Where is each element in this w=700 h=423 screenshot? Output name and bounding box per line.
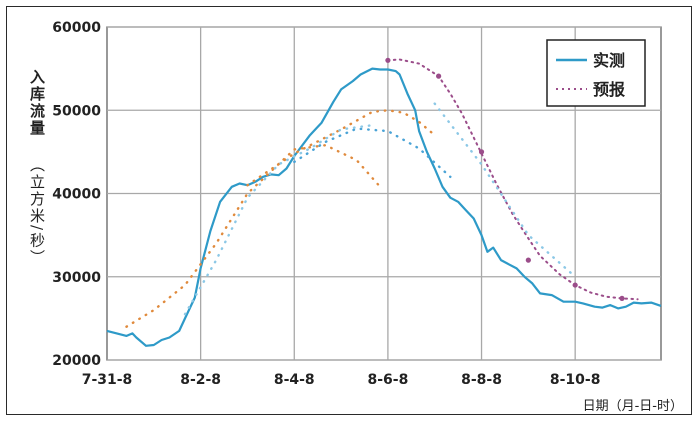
- forecast-point: [436, 73, 442, 79]
- x-tick-label: 7-31-8: [82, 372, 133, 388]
- x-tick-label: 8-10-8: [550, 372, 601, 388]
- x-tick-label: 8-6-8: [367, 372, 408, 388]
- x-axis-title: 日期（月-日-时）: [583, 399, 683, 414]
- y-tick-label: 50000: [52, 103, 101, 119]
- y-tick-label: 20000: [52, 353, 101, 369]
- forecast-point: [572, 282, 578, 288]
- grid: [106, 26, 662, 361]
- observed-line: [106, 67, 662, 347]
- forecast-trace-4: [293, 127, 452, 179]
- series-layer: [106, 57, 662, 347]
- legend-observed-label: 实测: [593, 51, 625, 70]
- x-tick-label: 8-2-8: [180, 372, 221, 388]
- forecast-trace-2: [125, 143, 382, 328]
- forecast-point: [525, 257, 531, 263]
- legend-forecast-label: 预报: [593, 80, 625, 99]
- y-tick-label: 40000: [52, 187, 101, 203]
- y-tick-label: 60000: [52, 20, 101, 36]
- y-tick-label: 30000: [52, 270, 101, 286]
- axes: 20000 30000 40000 50000 60000 7-31-8 8-2-8 8-4-…: [52, 20, 600, 388]
- flow-chart: 20000 30000 40000 50000 60000 7-31-8 8-2-8 8-4-…: [28, 20, 683, 414]
- y-axis-title: 入库流量 （立方米/秒）: [28, 69, 46, 266]
- chart-frame: 20000 30000 40000 50000 60000 7-31-8 8-2-8 8-4-…: [6, 6, 692, 415]
- forecast-point: [619, 295, 625, 301]
- forecast-trace-6: [433, 102, 577, 278]
- legend-box: [546, 39, 646, 107]
- x-tick-label: 8-4-8: [274, 372, 315, 388]
- y-axis-title-unit: （立方米/秒）: [28, 157, 46, 266]
- x-tick-label: 8-8-8: [461, 372, 502, 388]
- forecast-point: [385, 57, 391, 63]
- forecast-point: [478, 149, 485, 155]
- legend: 实测 预报: [546, 39, 646, 107]
- y-axis-title-main: 入库流量: [28, 69, 46, 137]
- forecast-line: [386, 58, 639, 301]
